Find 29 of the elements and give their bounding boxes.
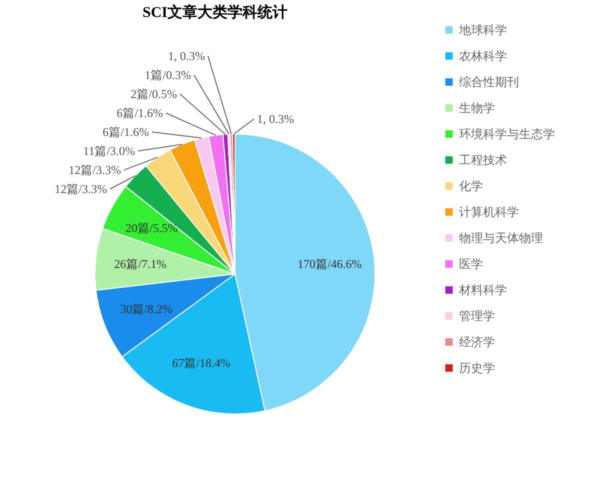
legend-label: 管理学 — [459, 309, 495, 323]
legend-label: 综合性期刊 — [459, 75, 519, 89]
data-label: 30篇/8.2% — [120, 302, 173, 316]
data-label: 12篇/3.3% — [54, 182, 107, 196]
legend-label: 医学 — [459, 257, 483, 271]
legend-label: 环境科学与生态学 — [459, 127, 555, 141]
legend-label: 生物学 — [459, 101, 495, 115]
data-label: 170篇/46.6% — [297, 256, 362, 271]
data-label: 2篇/0.5% — [130, 87, 177, 101]
data-label: 11篇/3.0% — [83, 144, 135, 158]
legend-label: 历史学 — [459, 361, 495, 375]
legend-label: 地球科学 — [458, 23, 507, 37]
data-label: 20篇/5.5% — [125, 221, 178, 236]
data-label: 6篇/1.6% — [116, 106, 163, 120]
data-label: 12篇/3.3% — [68, 163, 121, 177]
data-label: 1, 0.3% — [257, 112, 294, 126]
legend-label: 经济学 — [459, 335, 495, 349]
data-label: 1, 0.3% — [168, 49, 205, 63]
legend-label: 物理与天体物理 — [459, 231, 543, 245]
legend-label: 化学 — [459, 179, 483, 193]
data-label: 1篇/0.3% — [144, 68, 191, 82]
data-label: 67篇/18.4% — [172, 356, 230, 370]
legend-label: 工程技术 — [459, 153, 507, 167]
chart-title: SCI文章大类学科统计 — [142, 3, 288, 21]
data-label: 6篇/1.6% — [102, 125, 149, 139]
legend-label: 农林科学 — [459, 49, 507, 63]
legend-label: 计算机科学 — [459, 205, 519, 219]
data-label: 26篇/7.1% — [114, 256, 167, 271]
legend-label: 材料科学 — [458, 283, 507, 297]
